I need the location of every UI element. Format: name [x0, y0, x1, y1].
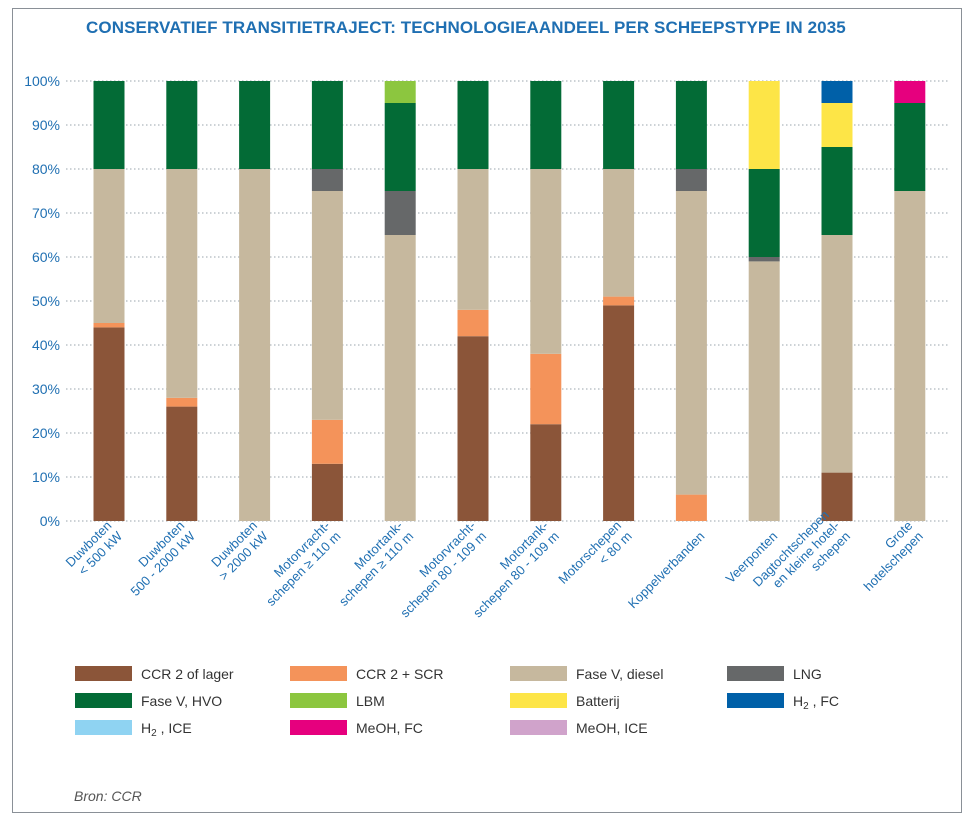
bar-segment [166, 397, 198, 407]
x-tick-label: Dagtochtschepenen kleine hotel-schepen [750, 507, 853, 610]
y-tick-label: 80% [32, 161, 60, 177]
bar-segment [603, 296, 635, 306]
bar-segment [384, 235, 416, 521]
legend-swatch [727, 666, 784, 681]
bar-segment [311, 191, 343, 420]
bars [93, 81, 926, 521]
gridlines [66, 80, 948, 522]
bar-segment [675, 81, 707, 169]
legend-swatch [75, 720, 132, 735]
x-tick-label: Motorvracht-schepen ≥ 110 m [253, 518, 344, 609]
legend-swatch [290, 666, 347, 681]
bar-segment [675, 169, 707, 191]
bar-segment [166, 81, 198, 169]
y-axis: 0% 10% 20% 30% 40% 50% 60% 70% 80% 90% 100% [24, 73, 60, 529]
legend-label: LBM [356, 693, 385, 709]
x-tick-label: Duwboten> 2000 kW [205, 517, 271, 583]
legend: CCR 2 of lager CCR 2 + SCR Fase V, diesel L… [75, 666, 839, 739]
bar-segment [530, 353, 562, 425]
bar-segment [821, 472, 853, 521]
bar-segment [821, 147, 853, 235]
chart-frame [12, 8, 962, 813]
x-tick-label: Motortank-schepen ≥ 110 m [325, 518, 416, 609]
bar-segment [457, 309, 489, 337]
legend-label: MeOH, FC [356, 720, 423, 736]
bar-segment [748, 257, 780, 262]
bar-segment [748, 81, 780, 169]
bar-segment [239, 169, 271, 521]
source-note: Bron: CCR [74, 788, 142, 804]
legend-label: CCR 2 of lager [141, 666, 234, 682]
bar-segment [311, 169, 343, 191]
bar-segment [894, 191, 926, 521]
y-tick-label: 50% [32, 293, 60, 309]
x-tick-label: Duwboten500 - 2000 kW [117, 517, 199, 599]
bar-segment [457, 169, 489, 310]
bar-segment [311, 81, 343, 169]
y-tick-label: 20% [32, 425, 60, 441]
bar-segment [675, 191, 707, 495]
bar-segment [603, 81, 635, 169]
legend-swatch [727, 693, 784, 708]
bar-segment [821, 235, 853, 473]
legend-label: Batterij [576, 693, 620, 709]
bar-segment [748, 261, 780, 521]
bar-segment [384, 191, 416, 235]
y-tick-label: 90% [32, 117, 60, 133]
bar-segment [530, 169, 562, 354]
legend-label: MeOH, ICE [576, 720, 648, 736]
legend-swatch [290, 693, 347, 708]
y-tick-label: 0% [40, 513, 60, 529]
legend-label: Fase V, diesel [576, 666, 663, 682]
bar-segment [821, 81, 853, 103]
y-tick-label: 30% [32, 381, 60, 397]
legend-label: LNG [793, 666, 822, 682]
bar-segment [748, 169, 780, 257]
x-tick-label: Grotehotelschepen [850, 518, 926, 594]
y-tick-label: 60% [32, 249, 60, 265]
bar-segment [93, 323, 125, 328]
bar-segment [457, 81, 489, 169]
legend-swatch [510, 720, 567, 735]
bar-segment [603, 169, 635, 297]
legend-swatch [75, 693, 132, 708]
bar-segment [675, 494, 707, 521]
y-tick-label: 10% [32, 469, 60, 485]
legend-swatch [290, 720, 347, 735]
bar-segment [530, 424, 562, 521]
legend-label: H2 , FC [793, 693, 839, 712]
legend-label: CCR 2 + SCR [356, 666, 444, 682]
x-tick-label: Duwboten< 500 kW [63, 517, 126, 580]
x-tick-label: Koppelverbanden [625, 529, 708, 612]
bar-segment [457, 336, 489, 521]
bar-segment [603, 305, 635, 521]
x-axis: Duwboten< 500 kW Duwboten500 - 2000 kW Duw… [63, 507, 926, 620]
bar-segment [166, 406, 198, 521]
bar-segment [239, 81, 271, 169]
bar-segment [93, 327, 125, 521]
bar-segment [311, 463, 343, 521]
legend-label: H2 , ICE [141, 720, 192, 739]
bar-segment [93, 169, 125, 323]
x-tick-label: Motorschepen< 80 m [555, 518, 634, 597]
y-tick-label: 40% [32, 337, 60, 353]
legend-swatch [75, 666, 132, 681]
legend-label: Fase V, HVO [141, 693, 222, 709]
y-tick-label: 100% [24, 73, 60, 89]
bar-segment [894, 81, 926, 103]
bar-segment [93, 81, 125, 169]
y-tick-label: 70% [32, 205, 60, 221]
chart-title: CONSERVATIEF TRANSITIETRAJECT: TECHNOLOG… [86, 18, 846, 37]
bar-segment [821, 103, 853, 147]
bar-segment [894, 103, 926, 191]
bar-segment [384, 103, 416, 191]
bar-segment [311, 419, 343, 464]
bar-segment [530, 81, 562, 169]
legend-swatch [510, 666, 567, 681]
bar-segment [384, 81, 416, 103]
legend-swatch [510, 693, 567, 708]
bar-segment [166, 169, 198, 398]
